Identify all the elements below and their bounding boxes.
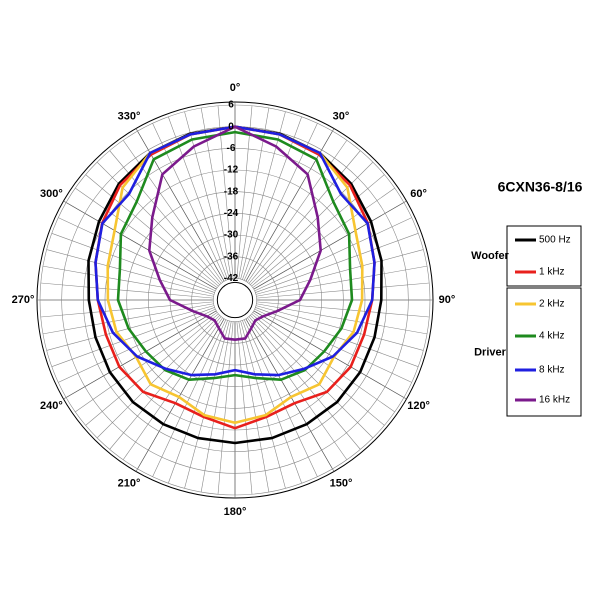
series-line	[116, 130, 354, 381]
legend-label: 16 kHz	[539, 395, 570, 406]
angle-tick-label: 120°	[407, 400, 430, 412]
legend-box	[506, 225, 582, 287]
ring-grid-line	[126, 191, 344, 409]
angle-tick-label: 30°	[333, 110, 350, 122]
r-tick-label: -12	[224, 165, 239, 176]
legend-group-label: Driver	[474, 346, 507, 358]
ring-grid-line	[104, 169, 366, 431]
legend-label: 2 kHz	[539, 299, 565, 310]
angle-tick-label: 270°	[12, 294, 35, 306]
center-hole	[216, 281, 254, 319]
r-tick-label: -18	[224, 186, 239, 197]
angle-grid-line	[253, 310, 407, 400]
angle-grid-line	[245, 318, 335, 472]
angle-tick-label: 0°	[230, 82, 241, 94]
r-tick-label: 6	[228, 100, 234, 111]
legend-label: 8 kHz	[539, 365, 565, 376]
angle-grid-line	[253, 200, 407, 290]
angle-grid-line	[63, 200, 217, 290]
ring-grid-line	[148, 213, 322, 387]
ring-grid-line	[39, 104, 431, 496]
legend-label: 500 Hz	[539, 235, 571, 246]
angle-grid-line	[135, 128, 225, 282]
angle-grid-line	[135, 318, 225, 472]
ring-grid-line	[191, 256, 279, 344]
angle-tick-label: 330°	[118, 110, 141, 122]
legend-box	[506, 287, 582, 417]
chart-title: 6CXN36-8/16	[498, 179, 583, 195]
angle-grid-line	[245, 128, 335, 282]
angle-tick-label: 90°	[439, 294, 456, 306]
legend-label: 1 kHz	[539, 267, 565, 278]
legend-label: 4 kHz	[539, 331, 565, 342]
r-tick-label: -30	[224, 230, 239, 241]
series-line	[87, 125, 383, 445]
series-line	[148, 125, 322, 341]
ring-grid-line	[213, 278, 257, 322]
r-tick-label: -6	[227, 143, 236, 154]
angle-tick-label: 180°	[224, 506, 247, 518]
angle-tick-label: 210°	[118, 478, 141, 490]
r-tick-label: 0	[228, 121, 234, 132]
ring-grid-line	[83, 148, 387, 452]
angle-tick-label: 60°	[410, 188, 427, 200]
angle-tick-label: 300°	[40, 188, 63, 200]
r-tick-label: -42	[224, 273, 239, 284]
angle-grid-line	[63, 310, 217, 400]
legend-group-label: Woofer	[471, 250, 509, 262]
angle-tick-label: 240°	[40, 400, 63, 412]
r-tick-label: -36	[224, 251, 239, 262]
r-tick-label: -24	[224, 208, 239, 219]
series-line	[106, 125, 364, 425]
series-line	[94, 125, 376, 377]
angle-tick-label: 150°	[330, 478, 353, 490]
